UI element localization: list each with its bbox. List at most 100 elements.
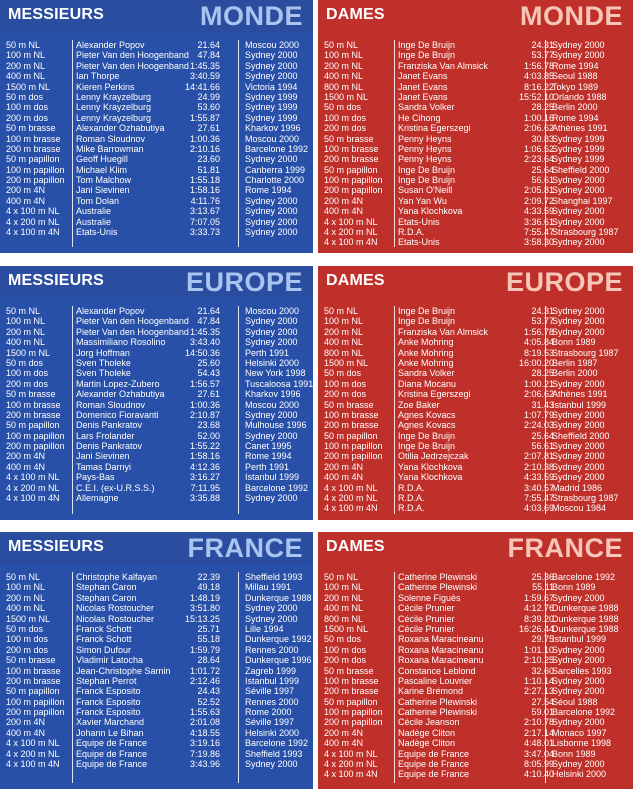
record-row: 100 m dos Sven Tholeke 54.43 New York 1998 bbox=[0, 368, 313, 378]
event-cell: 200 m 4N bbox=[324, 727, 364, 738]
venue-cell: Moscou 2000 bbox=[245, 399, 300, 410]
venue-cell: Sydney 2000 bbox=[552, 686, 605, 697]
record-row: 4 x 100 m 4N Equipe de France 4:10.40 Helsi… bbox=[318, 769, 633, 779]
venue-cell: Sydney 2000 bbox=[552, 306, 605, 316]
time-cell: 4:33.59 bbox=[523, 206, 554, 217]
record-row: 50 m NL Catherine Plewinski 25.36 Barcelone… bbox=[318, 572, 633, 582]
time-cell: 24.43 bbox=[197, 686, 220, 697]
swimmer-cell: Equipe de France bbox=[76, 738, 148, 749]
venue-cell: Canberra 1999 bbox=[245, 164, 306, 175]
time-cell: 3:33.73 bbox=[189, 227, 220, 238]
swimmer-cell: Equipe de France bbox=[76, 748, 148, 759]
time-cell: 2:24.03 bbox=[523, 420, 554, 431]
venue-cell: Sydney 2000 bbox=[245, 759, 298, 770]
venue-cell: Sydney 2000 bbox=[552, 326, 605, 337]
event-cell: 50 m dos bbox=[6, 91, 44, 102]
time-cell: 15:52.10 bbox=[518, 91, 554, 102]
time-cell: 8:05.99 bbox=[523, 759, 554, 770]
record-row: 100 m brasse Agnes Kovacs 1:07.79 Sydney 20… bbox=[318, 410, 633, 420]
scope-title: MONDE bbox=[200, 1, 303, 31]
swimmer-cell: Domenico Fioravanti bbox=[76, 409, 159, 420]
swimmer-cell: Pascaline Louvrier bbox=[398, 675, 473, 686]
event-cell: 100 m dos bbox=[324, 112, 367, 123]
event-cell: 400 m 4N bbox=[324, 738, 364, 749]
column-divider bbox=[545, 40, 546, 247]
venue-cell: Victoria 1994 bbox=[245, 81, 298, 92]
swimmer-cell: Pieter Van den Hoogenband bbox=[76, 60, 189, 71]
record-row: 800 m NL Anke Mohring 8:19.53 Strasbourg 19… bbox=[318, 348, 633, 358]
venue-cell: Sydney 2000 bbox=[552, 451, 605, 462]
record-row: 50 m NL Alexander Popov 21.64 Moscou 2000 bbox=[0, 306, 313, 316]
event-cell: 1500 m NL bbox=[6, 347, 51, 358]
swimmer-cell: Nicolas Rostoucher bbox=[76, 613, 155, 624]
swimmer-cell: Equipe de France bbox=[398, 748, 470, 759]
event-cell: 4 x 200 m NL bbox=[6, 216, 60, 227]
venue-cell: Sydney 2000 bbox=[552, 472, 605, 483]
event-cell: 800 m NL bbox=[324, 347, 364, 358]
event-cell: 200 m dos bbox=[6, 112, 49, 123]
time-cell: 1:58.16 bbox=[189, 451, 220, 462]
swimmer-cell: Denis Pankratov bbox=[76, 441, 143, 452]
swimmer-cell: Franck Esposito bbox=[76, 707, 141, 718]
event-cell: 50 m papillon bbox=[6, 154, 60, 165]
venue-cell: Berlin 2000 bbox=[552, 368, 598, 379]
event-cell: 4 x 100 m 4N bbox=[6, 227, 60, 238]
time-cell: 59.01 bbox=[531, 707, 554, 718]
swimmer-cell: Etats-Unis bbox=[76, 227, 118, 238]
time-cell: 2:01.08 bbox=[189, 717, 220, 728]
time-cell: 28.25 bbox=[531, 102, 554, 113]
venue-cell: Sarcelles 1993 bbox=[552, 665, 612, 676]
venue-cell: Helsinki 2000 bbox=[552, 769, 607, 780]
swimmer-cell: Australie bbox=[76, 206, 112, 217]
time-cell: 2:09.72 bbox=[523, 195, 554, 206]
event-cell: 200 m NL bbox=[324, 592, 364, 603]
time-cell: 56.61 bbox=[531, 175, 554, 186]
venue-cell: Sydney 2000 bbox=[552, 759, 605, 770]
gender-title: MESSIEURS bbox=[8, 6, 105, 23]
venue-cell: Sydney 2000 bbox=[552, 655, 605, 666]
swimmer-cell: Johann Le Bihan bbox=[76, 727, 144, 738]
gender-title: MESSIEURS bbox=[8, 538, 105, 555]
record-row: 50 m papillon Franck Esposito 24.43 Séville… bbox=[0, 686, 313, 696]
event-cell: 50 m brasse bbox=[6, 655, 56, 666]
record-row: 100 m papillon Inge De Bruijn 56.61 Sydney … bbox=[318, 175, 633, 185]
record-row: 400 m 4N Nadège Cliton 4:48.01 Lisbonne 199… bbox=[318, 738, 633, 748]
event-cell: 100 m dos bbox=[324, 378, 367, 389]
venue-cell: Sydney 2000 bbox=[245, 71, 298, 82]
scope-title: MONDE bbox=[520, 1, 623, 31]
swimmer-cell: Australie bbox=[76, 216, 112, 227]
scope-title: EUROPE bbox=[185, 267, 303, 297]
event-cell: 100 m dos bbox=[324, 644, 367, 655]
swimmer-cell: Anke Mohring bbox=[398, 337, 454, 348]
venue-cell: Rennes 2000 bbox=[245, 644, 299, 655]
event-cell: 50 m papillon bbox=[6, 686, 60, 697]
swimmer-cell: R.D.A. bbox=[398, 482, 425, 493]
venue-cell: Barcelone 1992 bbox=[245, 143, 309, 154]
event-cell: 200 m NL bbox=[6, 60, 46, 71]
event-cell: 200 m dos bbox=[324, 389, 367, 400]
record-row: 200 m dos Roxana Maracineanu 2:10.25 Sydney… bbox=[318, 655, 633, 665]
panel-header: MESSIEURS MONDE bbox=[0, 0, 313, 32]
event-cell: 50 m dos bbox=[6, 357, 44, 368]
swimmer-cell: Roxana Maracineanu bbox=[398, 655, 484, 666]
swimmer-cell: Lenny Krayzelburg bbox=[76, 91, 152, 102]
record-row: 4 x 100 m NL Equipe de France 3:19.16 Barce… bbox=[0, 738, 313, 748]
record-row: 50 m NL Alexander Popov 21.64 Moscou 2000 bbox=[0, 40, 313, 50]
record-row: 400 m 4N Tamas Darnyi 4:12.36 Perth 1991 bbox=[0, 462, 313, 472]
time-cell: 22.39 bbox=[197, 572, 220, 582]
time-cell: 3:36.61 bbox=[523, 216, 554, 227]
time-cell: 7:11.95 bbox=[190, 482, 220, 493]
event-cell: 100 m NL bbox=[6, 316, 46, 327]
time-cell: 1:56.78 bbox=[523, 60, 554, 71]
time-cell: 2:10.16 bbox=[189, 143, 220, 154]
swimmer-cell: Cécile Prunier bbox=[398, 623, 455, 634]
swimmer-cell: Kristina Egerszegi bbox=[398, 389, 471, 400]
venue-cell: Sydney 2000 bbox=[245, 154, 298, 165]
event-cell: 200 m brasse bbox=[6, 409, 61, 420]
panel-messieurs-monde: MESSIEURS MONDE 50 m NL Alexander Popov 21… bbox=[0, 0, 313, 253]
time-cell: 8:16.22 bbox=[523, 81, 554, 92]
gender-title: MESSIEURS bbox=[8, 272, 105, 289]
record-row: 200 m NL Solenne Figuès 1:59.67 Sydney 2000 bbox=[318, 593, 633, 603]
panel-header: MESSIEURS EUROPE bbox=[0, 266, 313, 298]
venue-cell: Athènes 1991 bbox=[552, 389, 608, 400]
